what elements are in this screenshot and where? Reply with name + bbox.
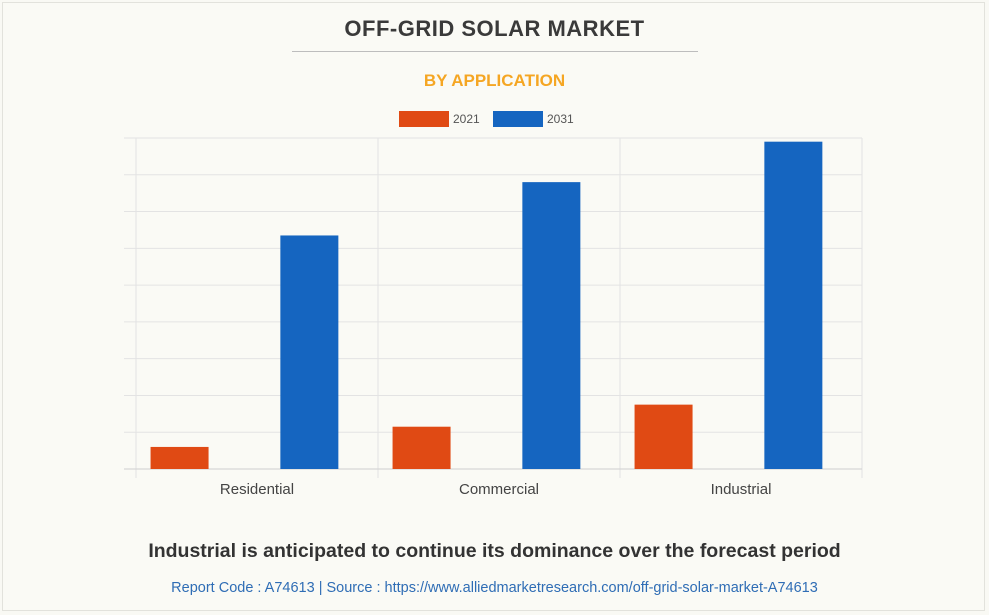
bar-commercial-2031 xyxy=(522,182,581,469)
bar-residential-2031 xyxy=(280,235,339,469)
chart-caption: Industrial is anticipated to continue it… xyxy=(148,540,841,562)
bar-commercial-2021 xyxy=(392,426,451,469)
legend-swatch-2031 xyxy=(493,111,543,127)
chart-subtitle: BY APPLICATION xyxy=(423,71,566,90)
bar-industrial-2031 xyxy=(764,141,823,469)
bar-residential-2021 xyxy=(150,446,209,469)
legend-label-2021: 2021 xyxy=(453,112,480,126)
x-tick-label-residential: Residential xyxy=(220,481,294,498)
bar-industrial-2021 xyxy=(634,404,693,469)
legend-swatch-2021 xyxy=(399,111,449,127)
chart-title: OFF-GRID SOLAR MARKET xyxy=(344,16,645,41)
legend-label-2031: 2031 xyxy=(547,112,574,126)
title-underline xyxy=(292,51,698,52)
x-tick-label-industrial: Industrial xyxy=(711,481,772,498)
source-footer[interactable]: Report Code : A74613 | Source : https://… xyxy=(171,580,818,596)
x-tick-label-commercial: Commercial xyxy=(459,481,539,498)
